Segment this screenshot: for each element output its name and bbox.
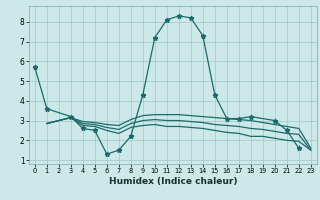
X-axis label: Humidex (Indice chaleur): Humidex (Indice chaleur) xyxy=(108,177,237,186)
